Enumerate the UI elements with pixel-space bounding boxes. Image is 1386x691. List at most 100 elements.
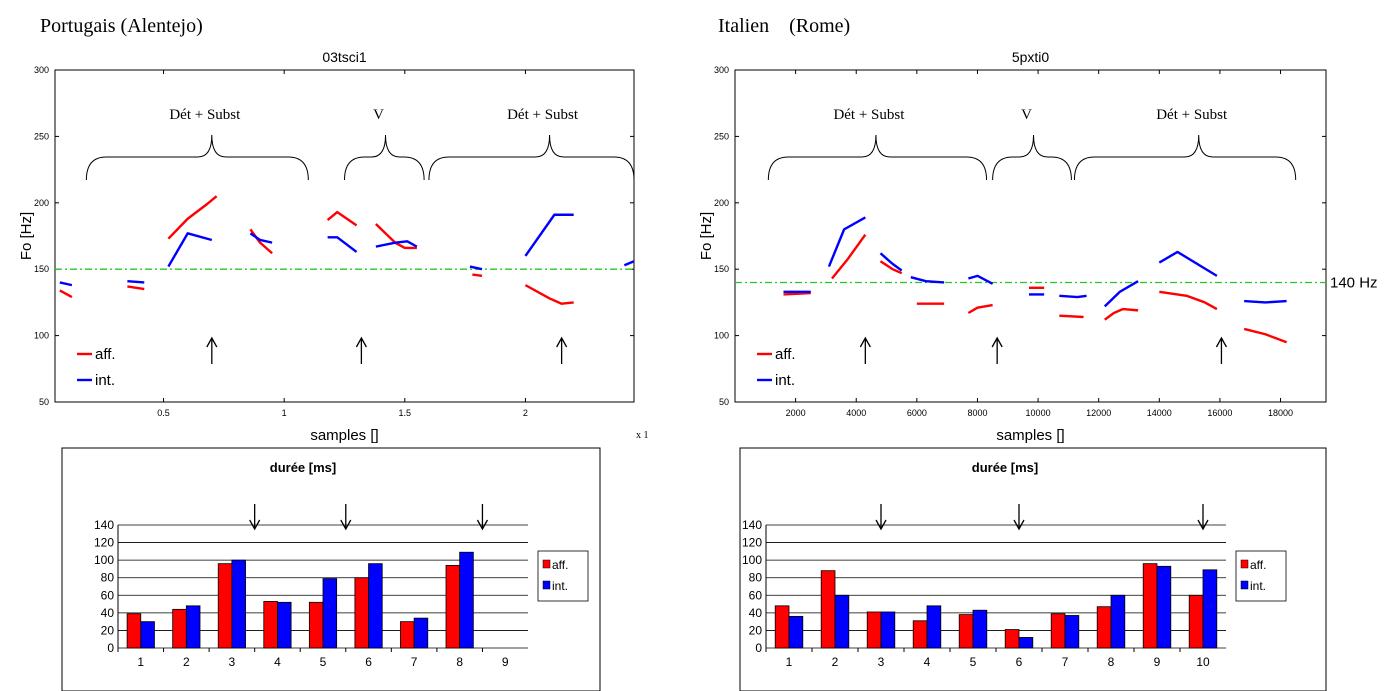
f0-contour-int (1158, 250, 1218, 277)
duree-x-tick-label: 6 (1016, 655, 1023, 669)
f0-x-tick-label: 6000 (907, 408, 927, 418)
legend-label: aff. (775, 346, 796, 363)
duree-y-tick-label: 0 (107, 641, 114, 655)
group-label: Dét + Subst (169, 107, 241, 123)
f0-x-tick-label: 16000 (1207, 408, 1232, 418)
f0-contour-aff (249, 228, 273, 255)
duree-y-tick-label: 140 (742, 518, 762, 532)
duree-bar-int (459, 551, 474, 649)
duree-bar-aff (400, 621, 415, 649)
duree-y-tick-label: 40 (101, 606, 115, 620)
group-brace (85, 134, 309, 181)
group-brace (992, 134, 1072, 181)
f0-contour-aff (1104, 307, 1139, 321)
duree-bar-aff (1004, 629, 1020, 649)
f0-x-tick-label: 8000 (967, 408, 987, 418)
f0-contour-int (127, 279, 145, 284)
f0-plot-0: 03tsci1 Fo [Hz] samples [] x 1 50 100 150 200 25… (18, 49, 649, 444)
duree-x-tick-label: 5 (970, 655, 977, 669)
f0-contour-aff (167, 195, 218, 240)
duree-bar-int (880, 611, 896, 649)
duree-bar-aff (308, 601, 324, 649)
duree-y-tick-label: 60 (749, 588, 763, 602)
group-brace (1073, 134, 1297, 181)
duree-legend-label: aff. (552, 558, 568, 572)
duree-chart-title: durée [ms] (270, 460, 336, 475)
duree-x-tick-label: 2 (832, 655, 839, 669)
f0-contour-int (59, 281, 73, 287)
f0-x-axis-label: samples [] (996, 427, 1064, 444)
duree-bar-int (140, 621, 155, 649)
f0-plot-title: 03tsci1 (322, 49, 367, 65)
f0-y-tick-label: 200 (34, 198, 49, 208)
group-label: Dét + Subst (833, 107, 905, 123)
f0-x-tick-label: 18000 (1268, 408, 1293, 418)
duree-y-tick-label: 100 (742, 553, 762, 567)
f0-y-tick-label: 200 (714, 198, 729, 208)
f0-contour-int (375, 240, 418, 248)
duree-bar-int (1156, 565, 1172, 649)
legend-label: int. (775, 372, 795, 389)
duree-x-tick-label: 4 (924, 655, 931, 669)
duree-bar-aff (217, 563, 233, 649)
f0-x-tick-label: 2 (523, 408, 528, 418)
upward-arrow-head (206, 336, 218, 348)
group-brace (428, 134, 635, 181)
f0-x-tick-label: 2000 (786, 408, 806, 418)
reference-label: 140 Hz (1330, 274, 1378, 291)
f0-contour-int (524, 213, 574, 257)
duree-legend-label: aff. (1250, 558, 1266, 572)
f0-contour-aff (1059, 314, 1084, 319)
f0-y-tick-label: 150 (714, 264, 729, 274)
group-brace (344, 134, 425, 181)
downward-arrow-head (340, 519, 352, 531)
downward-arrow-head (249, 519, 261, 531)
duree-x-tick-label: 1 (786, 655, 793, 669)
f0-x-tick-label: 12000 (1086, 408, 1111, 418)
f0-contour-aff (326, 210, 358, 227)
duree-bar-int (834, 594, 850, 649)
f0-contour-aff (1159, 290, 1218, 311)
duree-x-tick-label: 2 (183, 655, 190, 669)
f0-contour-aff (967, 303, 993, 315)
duree-x-tick-label: 8 (456, 655, 463, 669)
duree-y-tick-label: 120 (94, 536, 114, 550)
duree-y-tick-label: 0 (755, 641, 762, 655)
f0-contour-aff (879, 260, 903, 275)
f0-x-axis-label: samples [] (310, 427, 378, 444)
duree-legend-label: int. (1250, 579, 1266, 593)
duree-x-tick-label: 9 (1154, 655, 1161, 669)
duree-y-tick-label: 140 (94, 518, 114, 532)
duree-legend-swatch (542, 559, 551, 569)
duree-x-tick-label: 10 (1196, 655, 1210, 669)
duree-x-tick-label: 3 (878, 655, 885, 669)
f0-y-tick-label: 100 (714, 331, 729, 341)
f0-contour-int (469, 265, 483, 271)
group-label: Dét + Subst (1156, 107, 1228, 123)
duree-x-tick-label: 7 (411, 655, 418, 669)
duree-y-tick-label: 20 (749, 623, 763, 637)
duree-bar-aff (912, 620, 928, 649)
duree-legend-swatch (1240, 559, 1249, 569)
f0-x-tick-label: 1 (282, 408, 287, 418)
upward-arrow-head (1215, 336, 1228, 348)
duree-bar-aff (354, 577, 369, 649)
duree-legend-box (537, 550, 589, 602)
panel-heading-italien: Italien (Rome) (718, 15, 850, 37)
duree-legend-swatch (542, 580, 551, 590)
group-label: V (373, 107, 384, 123)
f0-y-tick-label: 300 (714, 65, 729, 75)
f0-contour-aff (1243, 327, 1288, 344)
f0-plot-1: 5pxti0 Fo [Hz] samples [] 50 100 150 200 250 300… (698, 49, 1378, 444)
duree-x-tick-label: 9 (502, 655, 509, 669)
f0-contour-int (1059, 294, 1087, 299)
duree-bar-int (1064, 615, 1080, 649)
duree-x-tick-label: 8 (1108, 655, 1115, 669)
duree-bar-int (231, 559, 246, 649)
f0-plot-frame (54, 69, 635, 403)
f0-contour-aff (783, 291, 811, 296)
f0-contour-aff (375, 223, 417, 250)
duree-y-tick-label: 120 (742, 536, 762, 550)
